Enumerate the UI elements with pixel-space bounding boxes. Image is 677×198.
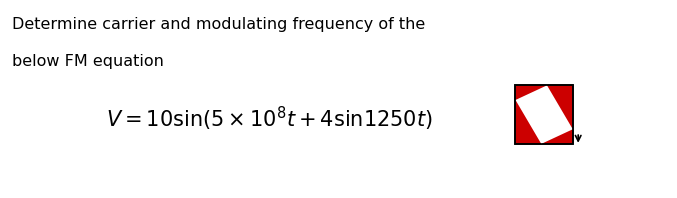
Text: below FM equation: below FM equation bbox=[12, 54, 163, 69]
Bar bbox=[515, 85, 573, 144]
Text: Determine carrier and modulating frequency of the: Determine carrier and modulating frequen… bbox=[12, 17, 424, 32]
Polygon shape bbox=[515, 85, 573, 144]
Bar bbox=[515, 85, 573, 144]
Text: $V = 10\mathrm{sin}(5 \times 10^{8}t + 4\mathrm{sin}1250t)$: $V = 10\mathrm{sin}(5 \times 10^{8}t + 4… bbox=[106, 104, 433, 133]
